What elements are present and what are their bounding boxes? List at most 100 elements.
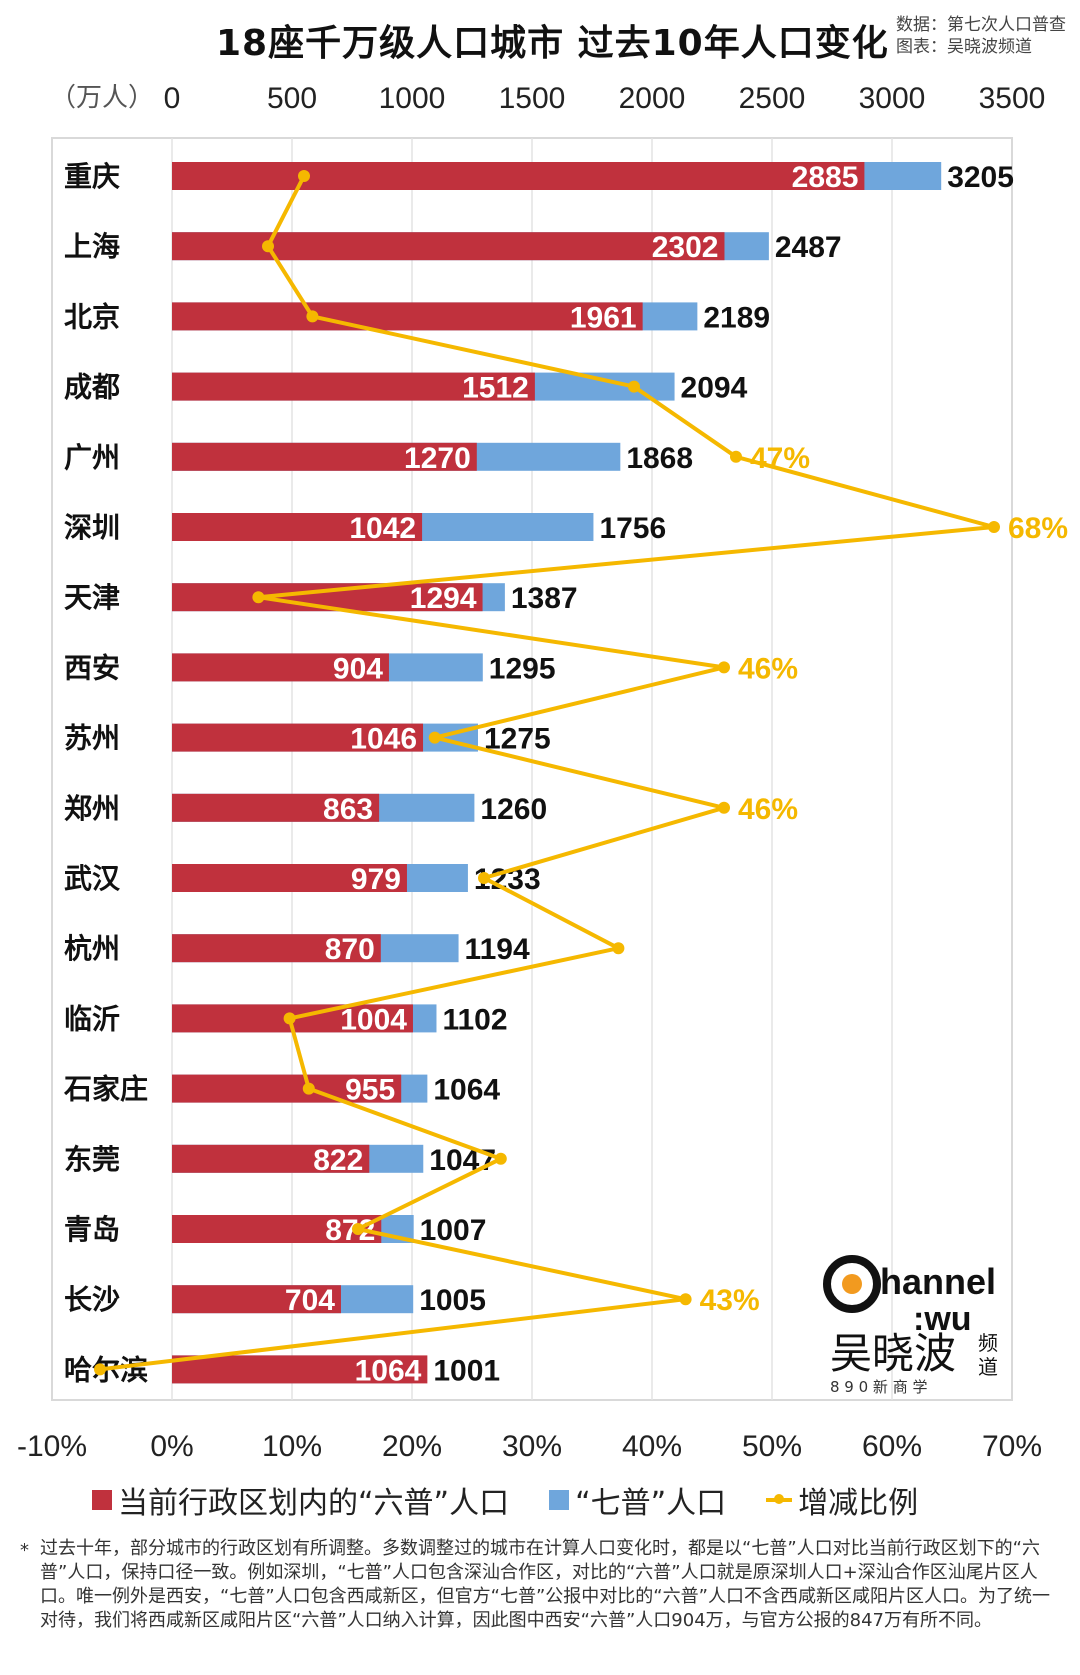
- category-label: 石家庄: [63, 1073, 148, 1106]
- ratio-point: [628, 380, 640, 393]
- ratio-point: [428, 731, 441, 744]
- bar-six: [172, 1355, 428, 1384]
- category-label: 深圳: [64, 511, 120, 544]
- logo-sub-text: 8 9 0 新 商 学: [830, 1378, 927, 1396]
- bar-six-value-label: 2302: [652, 231, 719, 264]
- bar-seven-value-label: 1295: [489, 652, 556, 685]
- bar-six: [172, 1285, 341, 1314]
- bottom-axis-tick-label: -10%: [17, 1430, 87, 1463]
- footnote-text: 过去十年，部分城市的行政区划有所调整。多数调整过的城市在计算人口变化时，都是以“…: [40, 1538, 1050, 1631]
- bar-seven-value-label: 1102: [442, 1003, 507, 1036]
- bar-six-value-label: 2885: [792, 161, 859, 194]
- bar-six: [172, 442, 477, 471]
- bar-seven-value-label: 1001: [433, 1354, 500, 1387]
- bottom-axis-tick-label: 10%: [262, 1430, 322, 1463]
- category-label: 苏州: [64, 722, 120, 755]
- bottom-axis-tick-label: 40%: [622, 1430, 682, 1463]
- logo-wu-text: :wu: [913, 1300, 972, 1338]
- top-axis-tick-label: 2500: [739, 82, 806, 115]
- bar-seven-value-label: 2094: [681, 372, 748, 405]
- source-line-chart: 图表：吴晓波频道: [896, 37, 1032, 57]
- legend-label-seven: “七普”人口: [575, 1486, 727, 1521]
- bar-six-value-label: 904: [333, 652, 383, 685]
- ratio-point: [252, 591, 265, 604]
- legend-swatch-ratio: [766, 1494, 793, 1504]
- legend-item-seven: “七普”人口: [549, 1478, 726, 1522]
- legend-swatch-seven: [549, 1490, 570, 1510]
- bottom-axis-tick-label: 30%: [502, 1430, 562, 1463]
- ratio-point: [494, 1152, 507, 1165]
- bar-six: [172, 1215, 382, 1243]
- bar-six-value-label: 704: [285, 1284, 335, 1317]
- bar-six-value-label: 1512: [462, 372, 529, 405]
- category-label: 天津: [64, 581, 120, 614]
- bar-six: [172, 1074, 402, 1103]
- logo-channel-text: hannel: [880, 1261, 996, 1302]
- bar-six-value-label: 979: [351, 863, 401, 896]
- chart-title: 18座千万级人口城市 过去10年人口变化: [216, 23, 889, 64]
- ratio-point: [478, 872, 490, 884]
- legend-label-six: 当前行政区划内的“六普”人口: [118, 1486, 510, 1521]
- ratio-point: [730, 450, 742, 463]
- ratio-point: [352, 1223, 364, 1235]
- bottom-axis-tick-label: 70%: [982, 1430, 1042, 1463]
- ratio-point: [988, 521, 1000, 533]
- top-axis-tick-label: 3500: [979, 82, 1046, 115]
- top-axis-tick-label: 500: [267, 82, 317, 115]
- bar-seven-value-label: 1005: [419, 1284, 486, 1317]
- bar-seven-value-label: 1387: [511, 582, 578, 615]
- top-axis-unit: （万人）: [50, 83, 154, 113]
- bar-six: [172, 372, 535, 401]
- bar-seven-value-label: 1064: [433, 1074, 500, 1107]
- logo-side-1: 频: [978, 1331, 998, 1355]
- bar-seven-value-label: 1868: [626, 442, 693, 475]
- bar-six-value-label: 863: [323, 793, 373, 826]
- category-label: 广州: [64, 441, 120, 474]
- category-label: 武汉: [64, 862, 121, 895]
- ratio-point: [612, 942, 625, 955]
- source-note: 数据：第七次人口普查 图表：吴晓波频道: [896, 14, 1066, 58]
- population-chart: （万人） 0 500 1000 1500 2000 2500 3000 3500 -10% 0% 10…: [17, 82, 1068, 1463]
- category-label: 青岛: [64, 1213, 120, 1246]
- category-label: 西安: [64, 651, 120, 684]
- bar-six-value-label: 1294: [410, 582, 477, 615]
- ratio-point: [306, 310, 319, 323]
- bar-six-value-label: 1004: [340, 1003, 407, 1036]
- logo-ring-icon: [823, 1255, 881, 1313]
- channel-wu-logo: hannel :wu 吴晓波 频 道 8 9 0 新 商 学: [818, 1246, 1008, 1396]
- legend-item-ratio: 增减比例: [766, 1478, 918, 1522]
- ratio-value-label: 68%: [1008, 512, 1068, 545]
- ratio-point: [283, 1012, 296, 1025]
- footnote: * 过去十年，部分城市的行政区划有所调整。多数调整过的城市在计算人口变化时，都是…: [20, 1537, 1060, 1633]
- category-label: 重庆: [64, 160, 120, 193]
- bottom-axis-tick-label: 60%: [862, 1430, 922, 1463]
- bar-seven-value-label: 3205: [947, 161, 1014, 194]
- bar-six: [172, 232, 725, 261]
- bar-seven-value-label: 1047: [429, 1144, 496, 1177]
- bar-six-value-label: 1046: [350, 723, 417, 756]
- logo-side-2: 道: [978, 1355, 998, 1379]
- ratio-point: [718, 801, 730, 814]
- ratio-value-label: 43%: [700, 1284, 760, 1317]
- category-label: 成都: [64, 371, 120, 404]
- logo-dot-icon: [842, 1274, 862, 1294]
- category-label: 北京: [64, 300, 120, 333]
- bar-seven-value-label: 1756: [599, 512, 666, 545]
- category-label: 郑州: [64, 792, 120, 825]
- ratio-point: [302, 1082, 315, 1095]
- top-axis-tick-label: 0: [164, 82, 181, 115]
- ratio-point: [94, 1363, 106, 1376]
- legend-label-ratio: 增减比例: [798, 1486, 919, 1521]
- ratio-value-label: 46%: [738, 793, 798, 826]
- category-label: 长沙: [64, 1283, 120, 1316]
- bar-six: [172, 1144, 370, 1173]
- bar-six: [172, 162, 865, 190]
- bar-six-value-label: 1064: [355, 1354, 422, 1387]
- bar-six: [172, 934, 381, 963]
- legend-swatch-six: [92, 1490, 112, 1510]
- top-axis-tick-label: 1500: [499, 82, 566, 115]
- bar-seven-value-label: 1260: [480, 793, 547, 826]
- bottom-axis-tick-label: 20%: [382, 1430, 442, 1463]
- bar-seven-value-label: 1275: [484, 723, 551, 756]
- bar-six-value-label: 955: [345, 1074, 395, 1107]
